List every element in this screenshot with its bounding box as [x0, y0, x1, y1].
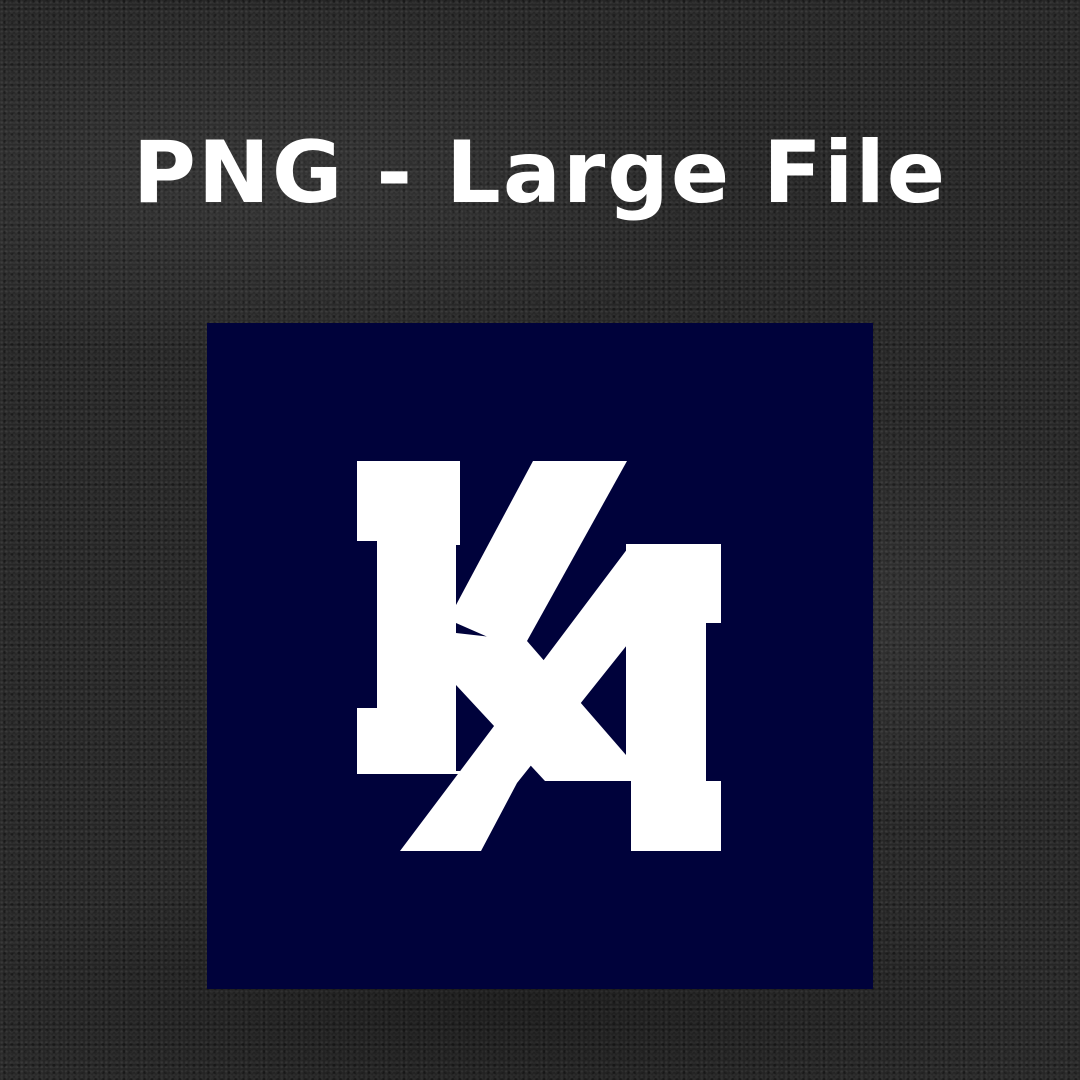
logo-tile	[207, 323, 873, 989]
logo-k-arm	[456, 461, 627, 641]
headline-title: PNG - Large File	[132, 123, 948, 223]
ka-monogram-logo	[357, 461, 721, 851]
logo-k-stem-shape	[357, 461, 460, 774]
logo-a-stem	[626, 544, 721, 851]
logo-k-leg	[456, 633, 626, 781]
